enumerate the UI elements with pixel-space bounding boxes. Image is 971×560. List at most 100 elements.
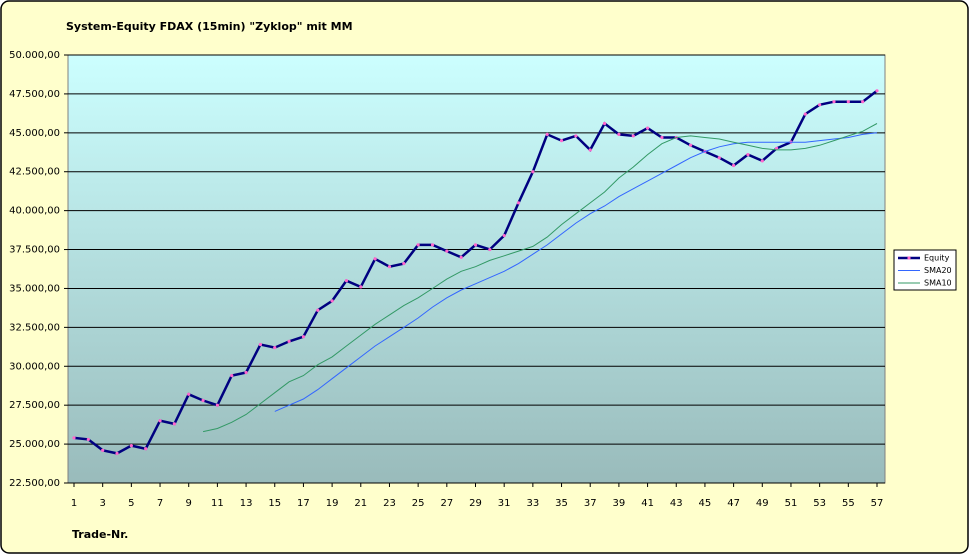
point-marker [158, 419, 162, 423]
y-tick-label: 45.000,00 [9, 128, 60, 139]
point-marker [416, 243, 420, 247]
x-tick-label: 9 [186, 498, 192, 509]
legend-marker [907, 256, 911, 260]
x-tick-label: 23 [383, 498, 396, 509]
point-marker [803, 112, 807, 116]
x-tick-label: 39 [613, 498, 626, 509]
point-marker [559, 139, 564, 143]
y-tick-label: 32.500,00 [9, 322, 60, 333]
y-tick-label: 50.000,00 [9, 50, 60, 61]
x-tick-label: 27 [440, 498, 453, 509]
point-marker [617, 132, 621, 136]
point-marker [717, 156, 721, 160]
point-marker [86, 437, 90, 442]
plot-area [67, 54, 886, 484]
x-tick-label: 21 [354, 498, 367, 509]
point-marker [732, 163, 736, 168]
point-marker [875, 89, 879, 93]
point-marker [445, 249, 449, 253]
point-marker [187, 392, 191, 396]
x-tick-label: 41 [641, 498, 654, 509]
point-marker [631, 134, 635, 138]
x-tick-label: 33 [526, 498, 539, 509]
y-tick-label: 42.500,00 [9, 167, 60, 178]
point-marker [645, 126, 650, 130]
x-tick-label: 19 [326, 498, 339, 509]
x-tick-label: 37 [584, 498, 597, 509]
x-tick-label: 25 [412, 498, 425, 509]
point-marker [172, 422, 176, 426]
point-marker [746, 153, 750, 157]
x-tick-label: 5 [128, 498, 134, 509]
legend-label: Equity [924, 254, 950, 263]
point-marker [818, 103, 822, 107]
chart-title: System-Equity FDAX (15min) "Zyklop" mit … [66, 20, 353, 33]
x-tick-label: 49 [756, 498, 769, 509]
x-tick-label: 57 [871, 498, 884, 509]
point-marker [287, 339, 291, 343]
x-tick-label: 15 [268, 498, 281, 509]
legend-label: SMA20 [924, 266, 952, 275]
point-marker [588, 148, 592, 152]
point-marker [602, 121, 607, 126]
x-tick-label: 47 [727, 498, 740, 509]
x-tick-label: 43 [670, 498, 683, 509]
x-tick-label: 13 [240, 498, 253, 509]
x-tick-label: 1 [71, 498, 77, 509]
point-marker [115, 451, 119, 456]
y-tick-label: 37.500,00 [9, 245, 60, 256]
point-marker [775, 146, 779, 150]
y-tick-label: 22.500,00 [9, 478, 60, 489]
point-marker [101, 448, 105, 452]
point-marker [516, 201, 521, 205]
point-marker [760, 159, 764, 163]
point-marker [402, 261, 406, 266]
point-marker [230, 374, 234, 378]
x-tick-label: 17 [297, 498, 310, 509]
point-marker [488, 247, 492, 252]
point-marker [129, 444, 133, 448]
point-marker [144, 447, 148, 451]
y-tick-label: 40.000,00 [9, 206, 60, 217]
point-marker [316, 308, 320, 312]
x-tick-label: 55 [842, 498, 855, 509]
point-marker [387, 265, 392, 269]
point-marker [215, 403, 219, 407]
point-marker [473, 243, 478, 247]
x-tick-label: 3 [99, 498, 105, 509]
x-tick-label: 29 [469, 498, 482, 509]
y-tick-label: 30.000,00 [9, 361, 60, 372]
point-marker [430, 243, 435, 247]
x-tick-label: 53 [813, 498, 826, 509]
x-tick-label: 35 [555, 498, 568, 509]
x-tick-label: 45 [699, 498, 712, 509]
point-marker [545, 132, 549, 136]
point-marker [531, 170, 535, 174]
point-marker [688, 143, 693, 147]
point-marker [846, 100, 850, 104]
point-marker [660, 135, 664, 140]
x-tick-label: 11 [211, 498, 224, 509]
point-marker [258, 342, 263, 347]
point-marker [574, 134, 578, 138]
point-marker [301, 335, 306, 339]
y-tick-label: 27.500,00 [9, 400, 60, 411]
point-marker [330, 299, 334, 303]
point-marker [344, 279, 349, 283]
point-marker [373, 257, 377, 261]
point-marker [832, 100, 836, 104]
point-marker [201, 398, 205, 403]
y-tick-label: 35.000,00 [9, 283, 60, 294]
x-axis-label: Trade-Nr. [72, 528, 128, 541]
point-marker [459, 255, 463, 259]
legend-label: SMA10 [924, 279, 952, 288]
y-tick-label: 47.500,00 [9, 89, 60, 100]
series-line [274, 132, 878, 412]
x-tick-label: 7 [157, 498, 163, 509]
point-marker [359, 285, 363, 289]
point-marker [861, 100, 865, 104]
point-marker [72, 436, 76, 440]
x-tick-label: 51 [785, 498, 798, 509]
point-marker [502, 233, 506, 238]
